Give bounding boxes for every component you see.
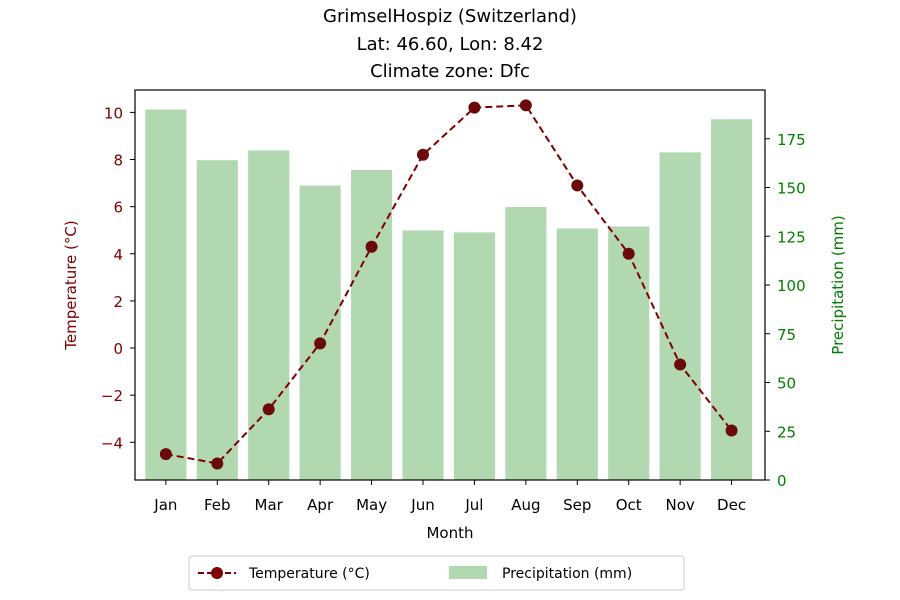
x-tick-label-apr: Apr [307, 496, 334, 514]
temperature-point-feb [211, 457, 224, 470]
temperature-tick-label: 8 [113, 152, 123, 170]
x-tick-label-oct: Oct [616, 496, 642, 514]
precipitation-tick-label: 150 [777, 180, 806, 198]
title-line-1: GrimselHospiz (Switzerland) [323, 6, 577, 27]
precipitation-axis-label: Precipitation (mm) [829, 215, 847, 354]
x-axis: Jan Feb Mar Apr May Jun Jul Aug Sep Oct Nov Dec [153, 480, 746, 514]
x-tick-label-nov: Nov [666, 496, 695, 514]
precipitation-bar-dec [711, 119, 753, 480]
precipitation-bar-may [351, 169, 393, 480]
precipitation-bar-jul [453, 232, 495, 480]
legend: Temperature (°C) Precipitation (mm) [188, 555, 685, 591]
x-tick-label-jul: Jul [464, 496, 483, 514]
precipitation-bars [145, 109, 753, 481]
temperature-point-apr [314, 337, 327, 350]
precipitation-bar-nov [659, 152, 701, 480]
precipitation-tick-label: 25 [777, 423, 796, 441]
precipitation-tick-label: 100 [777, 277, 806, 295]
precipitation-tick-label: 75 [777, 326, 796, 344]
temperature-tick-label: −2 [101, 387, 123, 405]
chart-title: GrimselHospiz (Switzerland) Lat: 46.60, … [323, 6, 577, 82]
title-line-2: Lat: 46.60, Lon: 8.42 [357, 34, 544, 55]
x-tick-label-jun: Jun [410, 496, 434, 514]
temperature-tick-label: 4 [113, 246, 123, 264]
temperature-point-oct [622, 247, 635, 260]
precipitation-tick-label: 50 [777, 375, 796, 393]
temperature-point-jul [468, 101, 481, 114]
precipitation-bar-oct [608, 226, 650, 480]
temperature-point-jun [417, 148, 429, 161]
temperature-point-aug [519, 99, 532, 112]
temperature-series-line [165, 104, 733, 465]
temperature-point-dec [725, 424, 738, 437]
temperature-point-mar [262, 403, 275, 416]
temperature-tick-label: −4 [101, 434, 123, 452]
temperature-tick-label: 2 [113, 293, 123, 311]
temperature-axis: −4 −2 0 2 4 6 8 10 [101, 104, 135, 452]
x-tick-label-dec: Dec [717, 496, 746, 514]
legend-temperature-marker [211, 567, 223, 579]
precipitation-tick-label: 0 [777, 472, 787, 490]
legend-precipitation-swatch [449, 566, 487, 579]
title-line-3: Climate zone: Dfc [370, 61, 530, 82]
precipitation-bar-sep [556, 228, 598, 480]
temperature-point-jan [159, 448, 172, 461]
x-tick-label-may: May [356, 496, 387, 514]
precipitation-bar-mar [248, 150, 290, 480]
legend-box [188, 555, 685, 591]
x-tick-label-aug: Aug [511, 496, 540, 514]
precipitation-bar-apr [299, 185, 341, 481]
legend-temperature-label: Temperature (°C) [248, 566, 370, 582]
precipitation-tick-label: 125 [777, 228, 806, 246]
x-tick-label-sep: Sep [563, 496, 591, 514]
temperature-tick-label: 10 [104, 104, 123, 122]
x-tick-label-mar: Mar [255, 496, 284, 514]
precipitation-bar-jun [402, 230, 444, 480]
precipitation-bar-aug [505, 207, 547, 480]
temperature-tick-label: 0 [113, 340, 123, 358]
precipitation-bar-feb [196, 160, 238, 480]
x-axis-label: Month [426, 524, 473, 542]
temperature-axis-label: Temperature (°C) [62, 220, 80, 350]
x-tick-label-feb: Feb [204, 496, 231, 514]
legend-precipitation-label: Precipitation (mm) [502, 566, 632, 582]
temperature-point-may [365, 240, 378, 253]
precipitation-axis: 0 25 50 75 100 125 150 175 [765, 131, 806, 490]
precipitation-bar-jan [145, 109, 187, 480]
temperature-line [159, 99, 738, 470]
temperature-point-sep [571, 179, 584, 192]
x-tick-label-jan: Jan [153, 496, 177, 514]
temperature-point-nov [674, 358, 687, 371]
temperature-tick-label: 6 [113, 199, 123, 217]
precipitation-tick-label: 175 [777, 131, 806, 149]
